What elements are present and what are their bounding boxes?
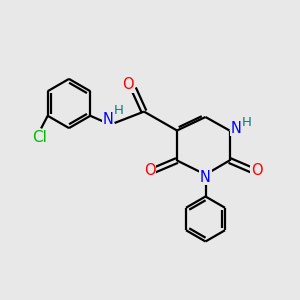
Text: Cl: Cl [32,130,47,145]
Text: H: H [242,116,252,130]
Text: N: N [103,112,113,128]
Text: H: H [114,104,124,117]
Text: O: O [122,77,134,92]
Text: N: N [231,121,242,136]
Text: O: O [251,163,262,178]
Text: O: O [144,163,155,178]
Text: N: N [200,169,211,184]
